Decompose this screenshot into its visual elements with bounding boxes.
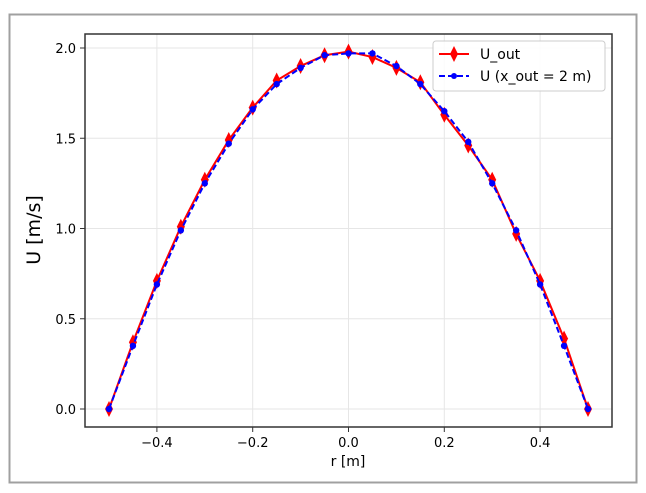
data-point [560, 330, 569, 347]
x-tick-label: 0.4 [530, 436, 551, 451]
data-point [369, 50, 376, 57]
data-point [297, 64, 304, 72]
y-tick-label: 2.0 [55, 42, 76, 57]
legend-marker-u-out [450, 46, 458, 62]
y-tick-label: 0.5 [55, 313, 76, 328]
legend-label-u-xout: U (x_out = 2 m) [480, 69, 591, 85]
data-point [201, 180, 208, 187]
data-point [393, 62, 400, 70]
data-point [273, 80, 280, 88]
ticks: −0.4 −0.2 0.0 0.2 0.4 0.0 0.5 1.0 1.5 2.0 [55, 42, 550, 451]
y-tick-label: 1.5 [55, 132, 76, 147]
data-point [560, 342, 568, 350]
x-tick-label: 0.0 [338, 436, 359, 451]
legend-marker-u-xout [451, 73, 457, 79]
y-axis-label: U [m/s] [23, 195, 45, 265]
data-point [584, 405, 592, 413]
series-layer [105, 43, 592, 417]
data-point [417, 80, 424, 88]
data-point [345, 50, 352, 57]
data-point [536, 281, 544, 288]
data-point [225, 140, 232, 147]
data-point [441, 107, 448, 115]
legend-box [432, 40, 606, 92]
data-point [105, 405, 113, 413]
legend-label-u-out: U_out [480, 47, 521, 63]
figure-frame [8, 13, 638, 484]
y-tick-label: 0.0 [55, 403, 76, 418]
data-point [512, 227, 520, 234]
data-point [489, 180, 496, 187]
data-point [249, 106, 256, 113]
data-point [321, 52, 328, 59]
data-point [153, 281, 161, 288]
x-tick-label: 0.2 [434, 436, 455, 451]
series-1 [105, 50, 592, 413]
legend: U_out U (x_out = 2 m) [432, 40, 606, 92]
x-tick-label: −0.4 [141, 436, 173, 451]
data-point [465, 138, 472, 146]
series-line [108, 52, 589, 410]
data-point [177, 227, 185, 234]
y-tick-label: 1.0 [55, 223, 76, 238]
x-axis-label: r [m] [331, 454, 366, 470]
data-point [129, 342, 137, 350]
x-tick-label: −0.2 [237, 436, 269, 451]
